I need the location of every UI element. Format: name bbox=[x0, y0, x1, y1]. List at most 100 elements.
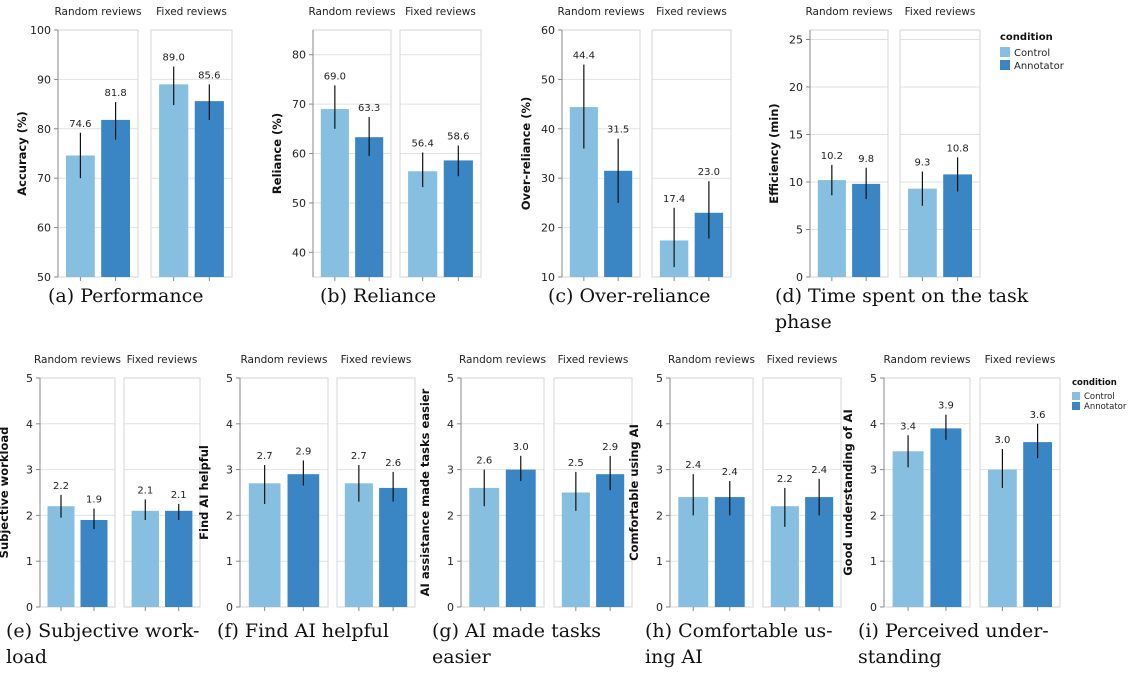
chart-panel-e: Random reviews Fixed reviews 0 1 2 3 4 5 Subject… bbox=[0, 354, 201, 668]
chart-panel-i: Random reviews Fixed reviews 0 1 2 3 4 5 Good un… bbox=[841, 354, 1061, 668]
bar-annotator bbox=[194, 101, 224, 277]
y-tick-label: 60 bbox=[541, 24, 555, 37]
bar-control bbox=[561, 492, 590, 607]
facet-label: Random reviews bbox=[883, 354, 970, 366]
y-axis-title: Over-reliance (%) bbox=[519, 97, 533, 210]
data-label: 3.0 bbox=[513, 442, 529, 453]
bar-annotator bbox=[379, 487, 408, 607]
y-axis-title: Find AI helpful bbox=[197, 445, 211, 540]
data-label: 56.4 bbox=[412, 139, 434, 150]
y-tick-label: 40 bbox=[292, 246, 306, 259]
facet-label: Random reviews bbox=[34, 354, 121, 366]
y-tick-label: 4 bbox=[226, 418, 233, 431]
y-tick-label: 40 bbox=[541, 123, 555, 136]
data-label: 2.9 bbox=[602, 442, 618, 453]
data-label: 2.7 bbox=[257, 451, 273, 462]
bar-annotator bbox=[443, 160, 473, 277]
subfigure-caption: (e) Subjective work-load bbox=[6, 620, 199, 668]
data-label: 2.6 bbox=[385, 458, 401, 469]
bar-control bbox=[988, 469, 1017, 607]
chart-panel-h: Random reviews Fixed reviews 0 1 2 3 4 5 Comfort… bbox=[627, 354, 842, 668]
data-label: 85.6 bbox=[198, 70, 220, 81]
y-tick-label: 100 bbox=[30, 24, 51, 37]
data-label: 17.4 bbox=[663, 194, 685, 205]
y-tick-label: 10 bbox=[541, 271, 555, 284]
y-tick-label: 50 bbox=[37, 271, 51, 284]
bar-control bbox=[408, 171, 438, 277]
data-label: 2.1 bbox=[137, 485, 153, 496]
subfigure-caption: (g) AI made tasks easier bbox=[432, 620, 601, 668]
y-axis-title: Good understanding of AI bbox=[841, 409, 855, 576]
data-label: 44.4 bbox=[573, 51, 595, 62]
y-tick-label: 2 bbox=[447, 509, 454, 522]
y-tick-label: 80 bbox=[292, 49, 306, 62]
facet-label: Fixed reviews bbox=[905, 6, 976, 18]
legend-label: Annotator bbox=[1084, 402, 1127, 412]
data-label: 58.6 bbox=[447, 132, 469, 143]
bar-annotator bbox=[101, 119, 130, 278]
data-label: 2.4 bbox=[685, 460, 701, 471]
y-tick-label: 0 bbox=[226, 601, 233, 614]
bar-annotator bbox=[355, 137, 384, 277]
facet-frame bbox=[651, 29, 732, 278]
facet-label: Random reviews bbox=[308, 6, 395, 18]
legend-title: condition bbox=[1072, 378, 1117, 388]
bar-control bbox=[47, 506, 75, 607]
data-label: 3.6 bbox=[1030, 410, 1046, 421]
chart-panel-g: Random reviews Fixed reviews 0 1 2 3 4 5 AI assi… bbox=[418, 354, 633, 668]
data-label: 31.5 bbox=[607, 125, 629, 136]
y-tick-label: 2 bbox=[656, 509, 663, 522]
y-tick-label: 5 bbox=[447, 372, 454, 385]
y-axis-title: Reliance (%) bbox=[270, 113, 284, 194]
bar-control bbox=[344, 483, 373, 607]
bar-annotator bbox=[505, 469, 536, 607]
y-tick-label: 90 bbox=[37, 73, 51, 86]
y-tick-label: 70 bbox=[292, 98, 306, 111]
y-tick-label: 0 bbox=[870, 601, 877, 614]
facet-label: Random reviews bbox=[668, 354, 755, 366]
facet-label: Random reviews bbox=[54, 6, 141, 18]
facet-frame bbox=[399, 29, 482, 278]
y-tick-label: 0 bbox=[447, 601, 454, 614]
y-tick-label: 1 bbox=[870, 555, 877, 568]
y-tick-label: 0 bbox=[656, 601, 663, 614]
y-tick-label: 1 bbox=[656, 555, 663, 568]
facet-label: Fixed reviews bbox=[656, 6, 727, 18]
legend-label: Control bbox=[1014, 48, 1050, 59]
data-label: 2.9 bbox=[295, 446, 311, 457]
subfigure-caption: (f) Find AI helpful bbox=[217, 620, 389, 642]
y-tick-label: 50 bbox=[292, 197, 306, 210]
facet-label: Fixed reviews bbox=[558, 354, 629, 366]
data-label: 2.6 bbox=[476, 456, 492, 467]
y-tick-label: 3 bbox=[656, 464, 663, 477]
legend-top: condition Control Annotator bbox=[1000, 32, 1065, 72]
data-label: 63.3 bbox=[358, 103, 380, 114]
legend-swatch bbox=[1072, 392, 1080, 400]
y-tick-label: 2 bbox=[226, 509, 233, 522]
y-tick-label: 4 bbox=[656, 418, 663, 431]
facet-frame bbox=[553, 377, 633, 608]
y-tick-label: 1 bbox=[26, 555, 33, 568]
bar-annotator bbox=[852, 183, 881, 277]
data-label: 89.0 bbox=[163, 53, 185, 64]
bar-annotator bbox=[287, 474, 320, 607]
chart-panel-c: Random reviews Fixed reviews 10 20 30 40 50 60 O… bbox=[519, 6, 732, 307]
y-axis-title: AI assistance made tasks easier bbox=[418, 388, 432, 596]
data-label: 3.9 bbox=[938, 401, 954, 412]
y-tick-label: 20 bbox=[541, 222, 555, 235]
y-axis-title: Accuracy (%) bbox=[15, 111, 29, 196]
facet-label: Random reviews bbox=[240, 354, 327, 366]
y-tick-label: 5 bbox=[656, 372, 663, 385]
subfigure-caption: (i) Perceived under-standing bbox=[858, 620, 1049, 668]
data-label: 3.0 bbox=[994, 435, 1010, 446]
y-tick-label: 5 bbox=[870, 372, 877, 385]
y-tick-label: 5 bbox=[26, 372, 33, 385]
data-label: 2.2 bbox=[53, 481, 69, 492]
bar-annotator bbox=[1023, 442, 1052, 607]
y-tick-label: 3 bbox=[226, 464, 233, 477]
y-tick-label: 1 bbox=[447, 555, 454, 568]
bar-control bbox=[131, 510, 159, 607]
data-label: 74.6 bbox=[69, 119, 91, 130]
data-label: 10.8 bbox=[946, 143, 968, 154]
